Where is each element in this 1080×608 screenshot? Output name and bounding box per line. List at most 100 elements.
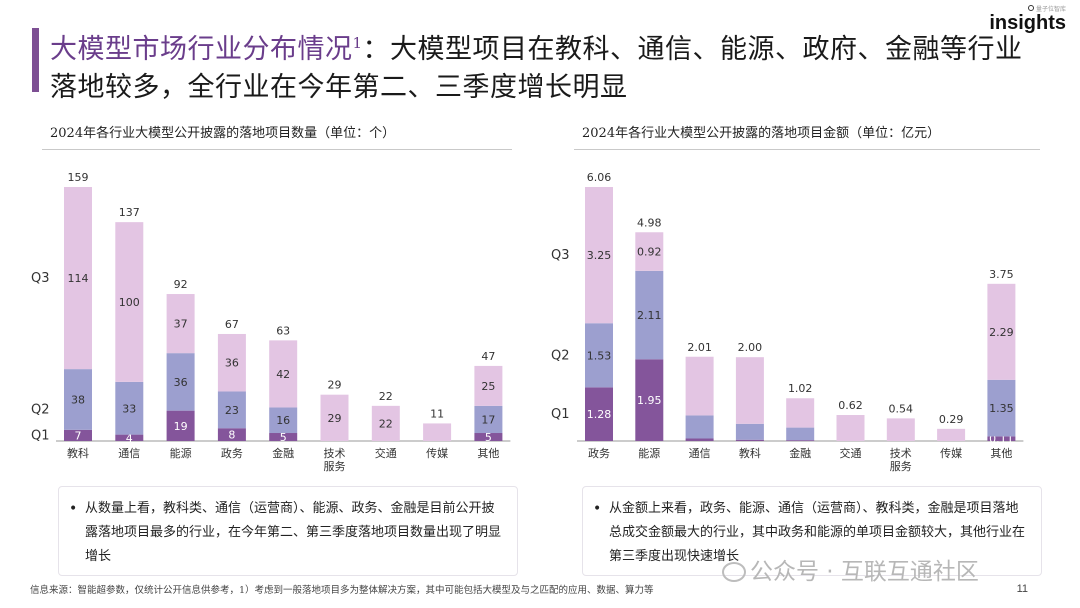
total-label: 3.75: [989, 268, 1014, 281]
total-label: 63: [276, 324, 290, 337]
bar-q3-4: [786, 398, 815, 428]
data-label: 0.92: [637, 246, 662, 259]
data-label: 4: [126, 432, 133, 445]
quarter-label-q2: Q2: [551, 348, 570, 363]
bar-q3-2: [166, 294, 195, 354]
category-label: 传媒: [426, 447, 448, 460]
amount-stacked-bar-chart: 1.28 1.53 3.25 6.06 政务 1.95 2.11 0.92 4.98 能源 2.01…: [551, 171, 1024, 473]
bullet-icon: •: [593, 501, 602, 517]
bar-q3-8: [474, 365, 503, 406]
bar-q2-8: [474, 405, 503, 434]
bar-q3-3: [217, 333, 246, 392]
bar-q1-0: [64, 429, 92, 441]
category-label: 交通: [375, 446, 397, 460]
category-label: 传媒: [940, 447, 962, 460]
total-label: 0.29: [939, 413, 964, 426]
category-label: 金融: [789, 446, 811, 460]
category-label: 通信: [118, 447, 140, 460]
bar-q3-7: [937, 428, 966, 441]
count-stacked-bar-chart: 7 38 114 159 教科 4 33 100 137 通信 19 36 37 92 能源 8 23 36 67 政…: [31, 171, 511, 473]
bar-q3-1: [115, 222, 144, 382]
category-label: 能源: [638, 446, 660, 460]
data-label: 114: [68, 272, 89, 285]
bar-q3-0: [64, 187, 92, 370]
bar-q1-0: [585, 387, 613, 441]
bar-q3-1: [635, 232, 664, 271]
data-label: 1.28: [587, 408, 612, 421]
data-label: 22: [379, 417, 393, 430]
left-insight-text: 从数量上看，教科类、通信（运营商）、能源、政务、金融是目前公开披露落地项目最多的…: [85, 501, 502, 564]
bar-q3-6: [886, 418, 915, 441]
bar-q2-0: [585, 323, 613, 388]
bar-q3-2: [685, 356, 714, 416]
watermark: 公众号 · 互联互通社区: [722, 552, 979, 586]
total-label: 137: [119, 206, 140, 219]
logo-icon: [1028, 5, 1035, 11]
bar-q3-8: [987, 283, 1016, 380]
data-label: 5: [280, 431, 287, 444]
category-label: 金融: [272, 446, 294, 460]
bar-q1-2: [166, 410, 195, 441]
data-label: 1.35: [989, 402, 1014, 415]
quarter-label-q3: Q3: [551, 248, 570, 263]
left-insight-box: • 从数量上看，教科类、通信（运营商）、能源、政务、金融是目前公开披露落地项目最…: [58, 486, 518, 576]
total-label: 22: [379, 390, 393, 403]
data-label: 38: [71, 393, 85, 406]
total-label: 92: [174, 278, 188, 291]
logo-wordmark: insights: [989, 12, 1066, 34]
bar-q2-4: [269, 407, 298, 434]
category-label: 其他: [990, 447, 1012, 460]
category-label: 服务: [890, 460, 912, 473]
quarter-label-q1: Q1: [551, 407, 570, 422]
data-label: 19: [174, 420, 188, 433]
total-label: 67: [225, 318, 239, 331]
data-label: 100: [119, 296, 140, 309]
data-label: 7: [75, 429, 82, 442]
quarter-label-q3: Q3: [31, 271, 50, 286]
bar-q2-2: [685, 415, 714, 439]
page-title: 大模型市场行业分布情况1：大模型项目在教科、通信、能源、政府、金融等行业落地较多…: [50, 34, 1023, 103]
data-label: 2.29: [989, 326, 1014, 339]
bar-q1-3: [735, 439, 764, 441]
total-label: 29: [328, 379, 342, 392]
total-label: 6.06: [587, 171, 612, 184]
bar-q2-4: [786, 427, 815, 441]
bar-q2-1: [115, 381, 144, 435]
data-label: 1.95: [637, 394, 662, 407]
page-number: 11: [1016, 583, 1028, 595]
bar-q1-4: [786, 440, 815, 441]
logo-small-text: 量子位智库: [1035, 6, 1066, 13]
wechat-icon: [722, 562, 746, 582]
bar-q1-3: [217, 428, 246, 441]
bar-q2-3: [217, 391, 246, 429]
bar-q1-4: [269, 433, 298, 441]
data-label: 37: [174, 318, 188, 331]
category-label: 技术: [890, 447, 912, 460]
bar-q1-1: [115, 434, 144, 441]
total-label: 11: [430, 407, 444, 420]
total-label: 0.62: [838, 399, 863, 412]
category-label: 教科: [739, 446, 761, 460]
category-label: 交通: [840, 446, 862, 460]
quarter-label-q2: Q2: [31, 402, 50, 417]
bar-q3-5: [320, 394, 349, 441]
total-label: 4.98: [637, 216, 662, 229]
right-chart-heading: 2024年各行业大模型公开披露的落地项目金额（单位：亿元）: [574, 124, 1040, 150]
bar-q2-0: [64, 369, 92, 430]
data-label: 36: [174, 376, 188, 389]
bar-q3-6: [371, 405, 400, 441]
data-label: 36: [225, 357, 239, 370]
total-label: 2.00: [738, 341, 763, 354]
category-label: 能源: [170, 446, 192, 460]
bar-q1-2: [685, 438, 714, 441]
left-chart-heading: 2024年各行业大模型公开披露的落地项目数量（单位：个）: [42, 124, 512, 150]
bar-q2-3: [735, 423, 764, 440]
category-label: 政务: [221, 446, 243, 460]
bar-q2-2: [166, 353, 195, 411]
bar-q2-8: [987, 379, 1016, 437]
bar-q1-8: [474, 433, 503, 441]
total-label: 159: [68, 171, 89, 184]
bar-q3-5: [836, 415, 865, 441]
brand-logo: 量子位智库 insights: [989, 4, 1066, 33]
data-label: 5: [485, 431, 492, 444]
